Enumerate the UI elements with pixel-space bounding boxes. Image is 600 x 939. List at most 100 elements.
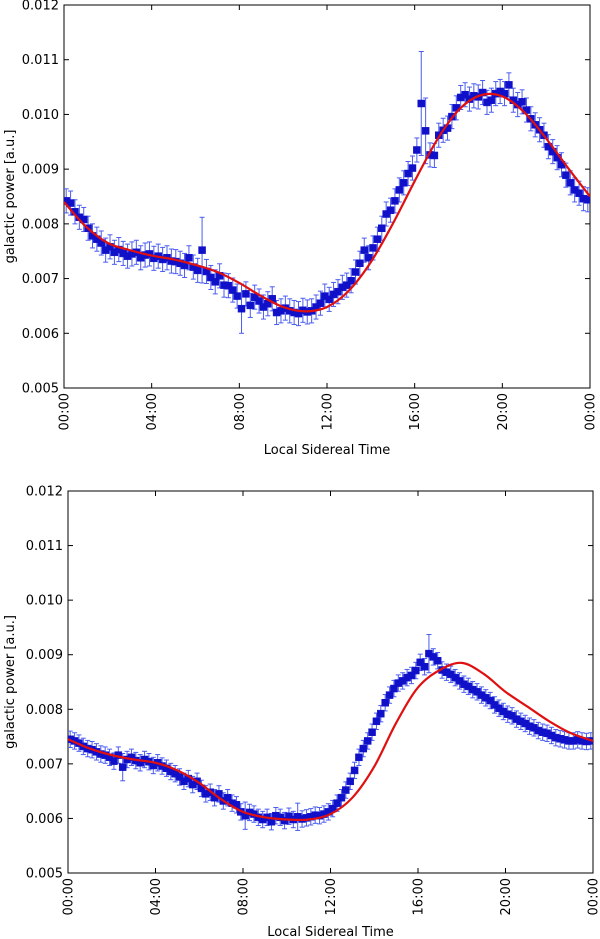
chart-0-data-point: [417, 99, 425, 108]
chart-1-xtick-label: 08:00: [237, 878, 252, 915]
chart-0-ytick-label: 0.009: [22, 163, 59, 178]
chart-1-data-point: [110, 757, 118, 765]
chart-1-data-point: [363, 737, 372, 745]
chart-top-svg: 0.005 0.006 0.007 0.008 0.009 0.010 0.011 0.012…: [3, 0, 599, 458]
chart-0-data-point: [391, 197, 399, 205]
chart-1-data-point: [359, 744, 368, 753]
chart-0-data-point: [395, 186, 404, 194]
chart-0-data-point: [364, 254, 373, 262]
chart-1-xtick-label: 12:00: [324, 878, 339, 915]
chart-1-data-point: [118, 763, 127, 771]
chart-0-ytick-label: 0.010: [22, 108, 59, 123]
chart-0-data-point: [237, 304, 246, 313]
chart-1-y-axis-label: galactic power [a.u.]: [3, 615, 18, 749]
chart-0-data-point: [478, 88, 487, 97]
chart-0-xtick-label: 00:00: [584, 393, 599, 430]
chart-1-data-point: [355, 753, 363, 762]
chart-0-data-point: [373, 235, 382, 243]
chart-0-data-point: [404, 169, 412, 178]
chart-0-data-point: [233, 292, 241, 300]
chart-0-xtick-label: 12:00: [321, 393, 336, 430]
chart-1-data-point: [429, 653, 438, 661]
chart-1-data-point: [385, 691, 394, 699]
chart-0-data-point: [487, 96, 496, 104]
chart-0-data-point: [430, 151, 439, 160]
chart-1-data-point: [486, 696, 494, 705]
chart-0-y-axis-label: galactic power [a.u.]: [3, 130, 18, 264]
chart-0-data-point: [386, 206, 395, 214]
chart-0-data-point: [193, 266, 202, 275]
chart-1-ytick-label: 0.009: [26, 648, 63, 663]
chart-0-data-point: [250, 293, 259, 301]
chart-0-data-point: [342, 281, 351, 289]
chart-1-data-point: [350, 766, 359, 775]
chart-1-data-point: [372, 717, 381, 726]
chart-1-data-point: [377, 709, 385, 718]
chart-0-ytick-label: 0.007: [22, 272, 59, 287]
chart-1-plot-area: [67, 490, 594, 874]
chart-0-data-point: [408, 164, 417, 172]
chart-0-plot-area: [63, 4, 591, 389]
chart-0-x-axis-label: Local Sidereal Time: [264, 443, 391, 458]
chart-1-data-point: [407, 671, 416, 680]
chart-0-data-point: [185, 254, 193, 262]
chart-0-data-point: [461, 90, 469, 99]
chart-1-data-point: [368, 728, 376, 736]
chart-0-ytick-label: 0.012: [22, 0, 59, 14]
chart-1-data-point: [337, 793, 346, 802]
chart-1-data-point: [333, 799, 341, 807]
chart-0-data-point: [413, 146, 421, 154]
chart-0-data-point: [334, 287, 342, 296]
chart-0-data-point: [360, 246, 369, 254]
chart-1-data-point: [420, 662, 429, 671]
chart-0-data-point: [351, 268, 360, 276]
chart-0-xtick-label: 16:00: [408, 393, 423, 430]
chart-0-data-point: [584, 196, 590, 204]
chart-0-data-point: [66, 199, 75, 207]
chart-0-data-point: [211, 278, 219, 286]
chart-1-xtick-label: 16:00: [412, 878, 427, 915]
chart-1-xtick-label: 20:00: [499, 878, 514, 915]
chart-1-ytick-label: 0.005: [26, 867, 63, 882]
chart-1-ytick-label: 0.006: [26, 812, 63, 827]
chart-1-data-point: [381, 698, 389, 707]
chart-0-ytick-label: 0.005: [22, 382, 59, 397]
chart-0-data-point: [369, 244, 377, 252]
chart-1-xtick-label: 00:00: [62, 878, 77, 915]
chart-1-ytick-label: 0.007: [26, 757, 63, 772]
chart-0-fit-line: [64, 92, 590, 313]
chart-1-data-point: [346, 777, 354, 786]
chart-1-data-point: [390, 684, 398, 693]
chart-1-ytick-label: 0.012: [26, 485, 63, 500]
chart-0-data-point: [575, 189, 583, 197]
chart-1-xtick-label: 00:00: [587, 878, 600, 915]
chart-0-data-layer: [64, 51, 590, 334]
chart-0-data-point: [399, 179, 408, 187]
chart-1-ytick-label: 0.011: [26, 539, 63, 554]
chart-0-data-point: [566, 179, 575, 187]
chart-1-data-point: [433, 656, 442, 665]
chart-0-data-point: [325, 295, 333, 304]
chart-1-x-axis-label: Local Sidereal Time: [267, 925, 394, 939]
chart-0-data-point: [347, 277, 355, 285]
chart-bottom: 0.005 0.006 0.007 0.008 0.009 0.010 0.011 0.012…: [0, 470, 600, 939]
chart-1-data-layer: [68, 634, 593, 831]
chart-0-data-point: [242, 290, 250, 298]
chart-1-data-point: [342, 786, 350, 794]
chart-0-ytick-label: 0.008: [22, 217, 59, 232]
chart-0-data-point: [505, 81, 513, 89]
chart-0-data-point: [562, 171, 570, 179]
chart-top: 0.005 0.006 0.007 0.008 0.009 0.010 0.011 0.012…: [3, 0, 599, 458]
chart-0-data-point: [198, 246, 206, 254]
chart-0-data-point: [316, 299, 325, 307]
chart-0-xtick-label: 08:00: [233, 393, 248, 430]
chart-0-data-point: [255, 297, 263, 305]
chart-0-data-point: [518, 98, 526, 106]
chart-0-data-point: [382, 210, 390, 218]
chart-1-data-point: [416, 658, 424, 667]
chart-0-data-point: [378, 224, 386, 232]
chart-0-ytick-label: 0.011: [22, 53, 59, 68]
chart-0-data-point: [246, 301, 255, 310]
chart-0-data-point: [421, 127, 430, 135]
chart-0-data-point: [356, 259, 364, 268]
